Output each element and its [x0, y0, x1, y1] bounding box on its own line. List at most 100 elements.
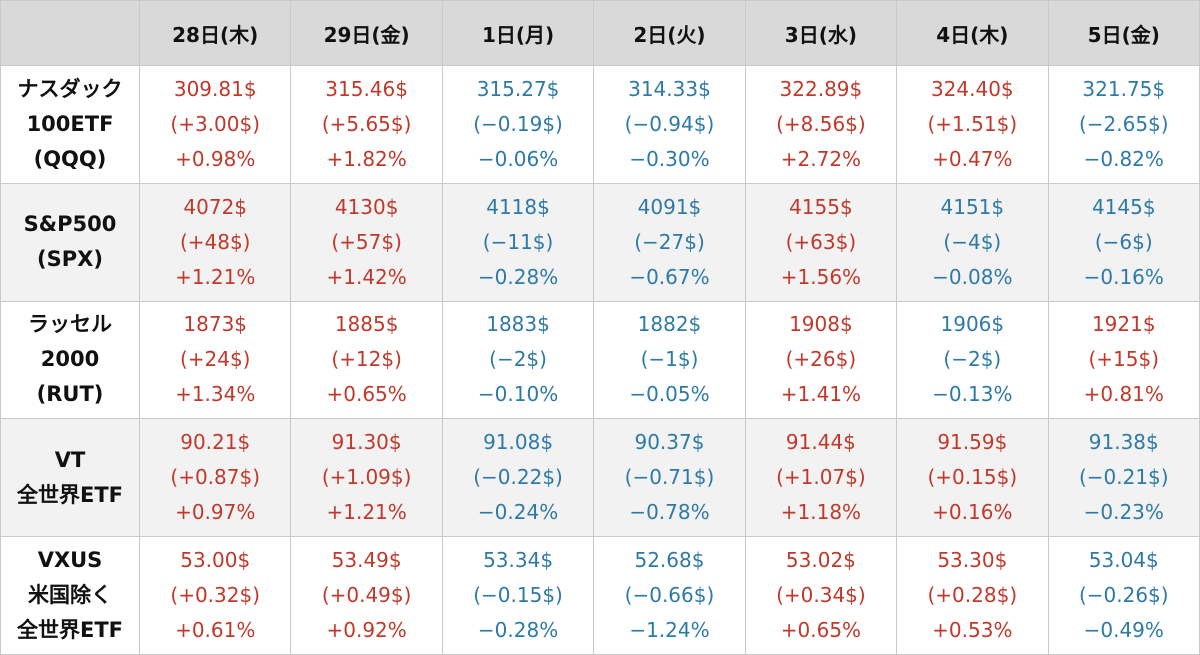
- change-value: (+57$): [331, 229, 402, 254]
- price-value: 315.46$: [325, 76, 408, 101]
- price-value: 53.04$: [1088, 548, 1159, 573]
- change-value: (+15$): [1088, 347, 1160, 372]
- table-row: VT 全世界ETF 90.21$ (+0.87$) +0.97% 91.30$ (+1.09…: [0, 418, 1200, 538]
- price-value: 4155$: [789, 194, 853, 219]
- change-value: (−0.94$): [624, 111, 715, 136]
- percent-value: −0.24%: [477, 500, 559, 525]
- price-value: 91.08$: [483, 430, 554, 455]
- change-value: (+63$): [785, 229, 857, 254]
- percent-value: +1.21%: [175, 264, 256, 289]
- price-value: 4118$: [486, 194, 550, 219]
- price-cell: 314.33$ (−0.94$) −0.30%: [593, 65, 746, 184]
- change-value: (+0.28$): [927, 583, 1018, 608]
- change-value: (+1.09$): [321, 465, 412, 490]
- percent-value: +1.42%: [326, 264, 407, 289]
- change-value: (−0.26$): [1078, 583, 1169, 608]
- row-label-line: ラッセル: [28, 312, 112, 337]
- price-cell: 91.44$ (+1.07$) +1.18%: [744, 418, 898, 538]
- day-header: 28日(木): [138, 0, 292, 66]
- percent-value: +0.53%: [932, 618, 1013, 643]
- percent-value: −0.06%: [477, 146, 559, 171]
- price-cell: 324.40$ (+1.51$) +0.47%: [896, 65, 1049, 184]
- percent-value: −0.28%: [477, 264, 559, 289]
- price-cell: 53.30$ (+0.28$) +0.53%: [896, 536, 1049, 655]
- price-cell: 315.27$ (−0.19$) −0.06%: [441, 65, 595, 184]
- day-header: 4日(木): [896, 0, 1049, 66]
- change-value: (+5.65$): [321, 111, 412, 136]
- price-cell: 1882$ (−1$) −0.05%: [593, 300, 746, 420]
- percent-value: −0.13%: [932, 382, 1013, 407]
- change-value: (+1.07$): [776, 465, 866, 490]
- percent-value: +1.82%: [326, 146, 407, 171]
- price-cell: 53.02$ (+0.34$) +0.65%: [744, 536, 898, 655]
- percent-value: −0.23%: [1083, 500, 1164, 525]
- price-cell: 53.04$ (−0.26$) −0.49%: [1047, 536, 1200, 655]
- percent-value: +1.21%: [326, 500, 407, 525]
- row-label-line: VXUS: [37, 548, 103, 573]
- row-label: S&P500 (SPX): [0, 182, 140, 302]
- row-label-line: S&P500: [23, 212, 117, 237]
- price-cell: 1885$ (+12$) +0.65%: [290, 300, 443, 420]
- percent-value: +0.65%: [780, 618, 862, 643]
- row-label: VT 全世界ETF: [0, 418, 140, 538]
- change-value: (+0.15$): [927, 465, 1018, 490]
- percent-value: +1.41%: [780, 382, 862, 407]
- price-cell: 91.08$ (−0.22$) −0.24%: [441, 418, 595, 538]
- row-label-line: (SPX): [37, 247, 103, 272]
- change-value: (−0.71$): [624, 465, 715, 490]
- price-value: 53.00$: [180, 548, 251, 573]
- percent-value: −0.30%: [629, 146, 710, 171]
- change-value: (−0.66$): [624, 583, 715, 608]
- price-cell: 4072$ (+48$) +1.21%: [138, 182, 292, 302]
- change-value: (−4$): [943, 229, 1002, 254]
- row-label-line: 米国除く: [28, 583, 112, 608]
- price-cell: 91.59$ (+0.15$) +0.16%: [896, 418, 1049, 538]
- price-cell: 90.37$ (−0.71$) −0.78%: [593, 418, 746, 538]
- change-value: (+26$): [785, 347, 857, 372]
- price-value: 1921$: [1091, 312, 1156, 337]
- percent-value: +0.47%: [932, 146, 1013, 171]
- price-cell: 53.49$ (+0.49$) +0.92%: [290, 536, 443, 655]
- change-value: (−0.19$): [473, 111, 563, 136]
- price-value: 1882$: [637, 312, 702, 337]
- row-label: VXUS 米国除く全世界ETF: [0, 536, 140, 655]
- price-cell: 4155$ (+63$) +1.56%: [744, 182, 898, 302]
- change-value: (+0.32$): [170, 583, 261, 608]
- price-cell: 1908$ (+26$) +1.41%: [744, 300, 898, 420]
- percent-value: −0.78%: [629, 500, 710, 525]
- price-cell: 91.38$ (−0.21$) −0.23%: [1047, 418, 1200, 538]
- price-value: 90.37$: [634, 430, 705, 455]
- percent-value: −0.67%: [629, 264, 710, 289]
- table-row: ラッセル 2000 (RUT) 1873$ (+24$) +1.34% 1885$ (+12$…: [0, 300, 1200, 420]
- row-label-line: 全世界ETF: [16, 618, 123, 643]
- row-label-line: 全世界ETF: [16, 482, 123, 507]
- percent-value: +0.61%: [175, 618, 256, 643]
- price-value: 53.30$: [937, 548, 1008, 573]
- price-value: 91.59$: [937, 430, 1008, 455]
- change-value: (−1$): [640, 347, 699, 372]
- change-value: (+8.56$): [776, 111, 866, 136]
- percent-value: +0.97%: [175, 500, 256, 525]
- price-cell: 4145$ (−6$) −0.16%: [1047, 182, 1200, 302]
- header-row: 28日(木) 29日(金) 1日(月) 2日(火) 3日(水) 4日(木) 5日…: [0, 0, 1200, 66]
- change-value: (+48$): [179, 229, 251, 254]
- price-value: 4130$: [334, 194, 399, 219]
- row-label-line: ナスダック: [17, 76, 123, 101]
- percent-value: +0.16%: [932, 500, 1013, 525]
- percent-value: +0.92%: [326, 618, 407, 643]
- price-value: 1873$: [183, 312, 248, 337]
- price-value: 309.81$: [173, 76, 257, 101]
- change-value: (+1.51$): [927, 111, 1018, 136]
- percent-value: −0.05%: [629, 382, 710, 407]
- price-cell: 322.89$ (+8.56$) +2.72%: [744, 65, 898, 184]
- change-value: (+0.49$): [321, 583, 412, 608]
- row-label: ラッセル 2000 (RUT): [0, 300, 140, 420]
- table-row: ナスダック 100ETF (QQQ) 309.81$ (+3.00$) +0.98% 315…: [0, 65, 1200, 184]
- percent-value: −0.82%: [1083, 146, 1164, 171]
- price-cell: 4130$ (+57$) +1.42%: [290, 182, 443, 302]
- percent-value: +1.56%: [780, 264, 862, 289]
- day-header: 2日(火): [593, 0, 746, 66]
- price-value: 4151$: [940, 194, 1005, 219]
- price-value: 53.02$: [785, 548, 856, 573]
